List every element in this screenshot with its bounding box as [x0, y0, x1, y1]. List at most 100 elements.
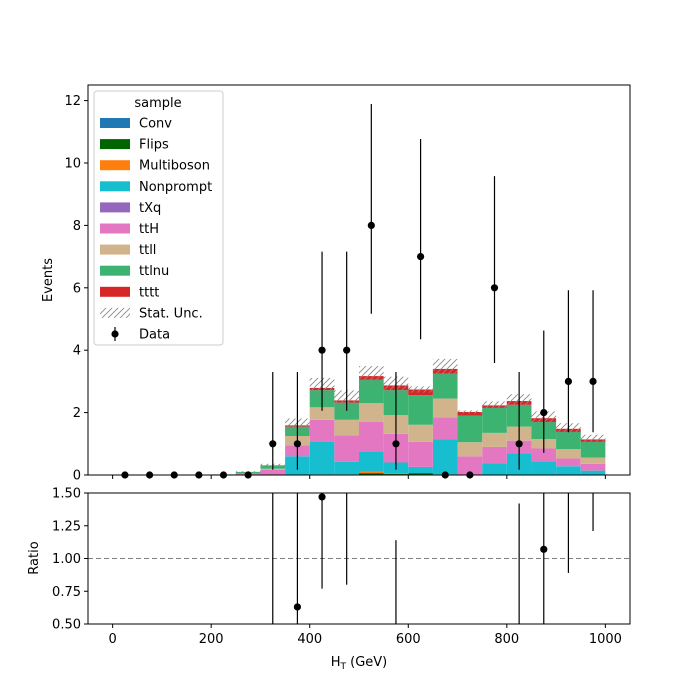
- legend-label-1: Flips: [139, 138, 169, 153]
- legend-box: [93, 90, 224, 346]
- main-y-tick-label-2: 4: [73, 344, 81, 359]
- bar-tth-bin-10: [359, 421, 384, 452]
- data-points: [121, 104, 597, 479]
- ratio-panel: 0.50 0.75 1.00 1.25 1.50 0 200 400 600 800 1000 R…: [27, 487, 631, 672]
- main-y-tick-label-0: 0: [73, 469, 81, 484]
- bar-ttlnu-bin-14: [457, 415, 483, 443]
- ratio-x-ticks: 0 200 400 600 800 1000: [108, 624, 622, 647]
- data-point-15: [490, 284, 499, 292]
- legend-label-0: Conv: [139, 117, 172, 132]
- bar-ttll-bin-13: [432, 398, 458, 418]
- data-point-9: [343, 346, 351, 354]
- bar-ttlnu-bin-18: [556, 431, 581, 450]
- legend-swatch-3: [100, 181, 130, 192]
- x-tick-label-5: 1000: [589, 632, 622, 647]
- bar-ttll-bin-12: [408, 424, 433, 442]
- stat-unc-bin-14: [457, 410, 483, 414]
- x-tick-label-2: 400: [297, 632, 322, 647]
- bar-ttll-bin-10: [359, 403, 384, 422]
- bar-nonprompt-bin-13: [432, 439, 458, 475]
- data-point-10: [367, 221, 375, 229]
- ratio-y-ticks: 0.50 0.75 1.00 1.25 1.50: [52, 487, 88, 633]
- legend-swatch-8: [100, 286, 130, 297]
- bar-tth-bin-19: [580, 463, 606, 471]
- legend-label-5: ttH: [139, 222, 159, 237]
- ratio-y-axis-label: Ratio: [27, 541, 42, 574]
- bar-nonprompt-bin-17: [531, 461, 557, 475]
- stat-unc-bin-10: [359, 366, 384, 387]
- bar-ttlnu-bin-15: [482, 407, 507, 433]
- legend-label-4: tXq: [139, 201, 161, 216]
- bar-ttll-bin-18: [556, 449, 581, 459]
- ratio-points: [272, 493, 594, 624]
- legend-label-6: ttll: [139, 243, 156, 258]
- bar-nonprompt-bin-18: [556, 466, 581, 475]
- data-point-19: [589, 377, 597, 385]
- main-x-ticks: [112, 475, 606, 479]
- x-axis-label-unit: (GeV): [346, 655, 387, 670]
- ratio-y-tick-label-3: 1.25: [52, 519, 81, 534]
- bar-tth-bin-15: [482, 446, 507, 464]
- main-y-tick-label-5: 10: [64, 157, 81, 172]
- legend-swatch-0: [100, 118, 130, 128]
- legend: sample Conv Flips Multiboson Nonprompt tXq tt…: [93, 90, 224, 346]
- main-y-tick-label-6: 12: [64, 94, 81, 109]
- legend-swatch-2: [100, 160, 130, 171]
- bar-tth-bin-9: [334, 435, 359, 462]
- ratio-point-2: [318, 493, 326, 501]
- bar-ttlnu-bin-19: [580, 441, 606, 458]
- data-point-12: [416, 253, 425, 261]
- legend-label-7: ttlnu: [139, 264, 169, 279]
- data-point-6: [269, 440, 277, 448]
- legend-swatch-5: [100, 223, 130, 234]
- bar-tth-bin-14: [457, 456, 483, 475]
- legend-swatch-6: [100, 244, 130, 255]
- bar-ttll-bin-9: [334, 419, 359, 436]
- bar-ttll-bin-14: [457, 442, 483, 457]
- bar-tth-bin-17: [531, 448, 557, 462]
- x-tick-label-1: 200: [199, 632, 224, 647]
- bar-nonprompt-bin-9: [334, 461, 359, 475]
- legend-swatch-4: [100, 202, 130, 213]
- legend-swatch-7: [100, 265, 130, 276]
- bar-ttll-bin-8: [309, 407, 335, 420]
- bar-tth-bin-8: [309, 419, 335, 442]
- bar-tttt-bin-14: [457, 411, 483, 416]
- data-point-17: [540, 409, 548, 417]
- legend-label-stat-unc: Stat. Unc.: [139, 306, 203, 321]
- bar-flips-bin-12: [408, 473, 433, 475]
- bar-tth-bin-13: [432, 417, 458, 440]
- legend-label-2: Multiboson: [139, 159, 210, 174]
- legend-label-8: tttt: [139, 285, 159, 300]
- legend-items: Conv Flips Multiboson Nonprompt tXq ttH ttll tt…: [100, 117, 212, 343]
- x-axis-label: HT (GeV): [331, 655, 388, 672]
- main-y-ticks: 0 2 4 6 8 10 12: [64, 94, 88, 484]
- data-point-11: [392, 440, 400, 448]
- legend-label-3: Nonprompt: [139, 180, 212, 195]
- legend-title: sample: [134, 96, 181, 111]
- stat-unc-bin-12: [408, 386, 433, 393]
- bar-tth-bin-12: [408, 441, 433, 467]
- bar-nonprompt-bin-8: [309, 441, 335, 475]
- x-tick-label-0: 0: [108, 632, 116, 647]
- ratio-y-tick-label-2: 1.00: [52, 552, 81, 567]
- bar-nonprompt-bin-12: [408, 466, 433, 474]
- ratio-y-tick-label-0: 0.50: [52, 618, 81, 633]
- main-y-tick-label-3: 6: [73, 281, 81, 296]
- legend-data-marker: [111, 330, 119, 338]
- legend-swatch-1: [100, 139, 130, 150]
- data-point-16: [515, 440, 523, 448]
- bar-nonprompt-bin-15: [482, 463, 507, 475]
- bar-ttlnu-bin-12: [408, 395, 433, 425]
- data-point-18: [564, 377, 573, 385]
- ratio-y-tick-label-4: 1.50: [52, 487, 81, 502]
- main-y-tick-label-1: 2: [73, 406, 81, 421]
- x-tick-label-4: 800: [494, 632, 519, 647]
- bar-ttll-bin-15: [482, 432, 507, 447]
- main-y-tick-label-4: 8: [73, 219, 81, 234]
- bar-multiboson-bin-11: [383, 473, 409, 475]
- legend-swatch-stat-unc: [100, 307, 130, 318]
- main-y-axis-label: Events: [41, 258, 56, 302]
- x-tick-label-3: 600: [396, 632, 421, 647]
